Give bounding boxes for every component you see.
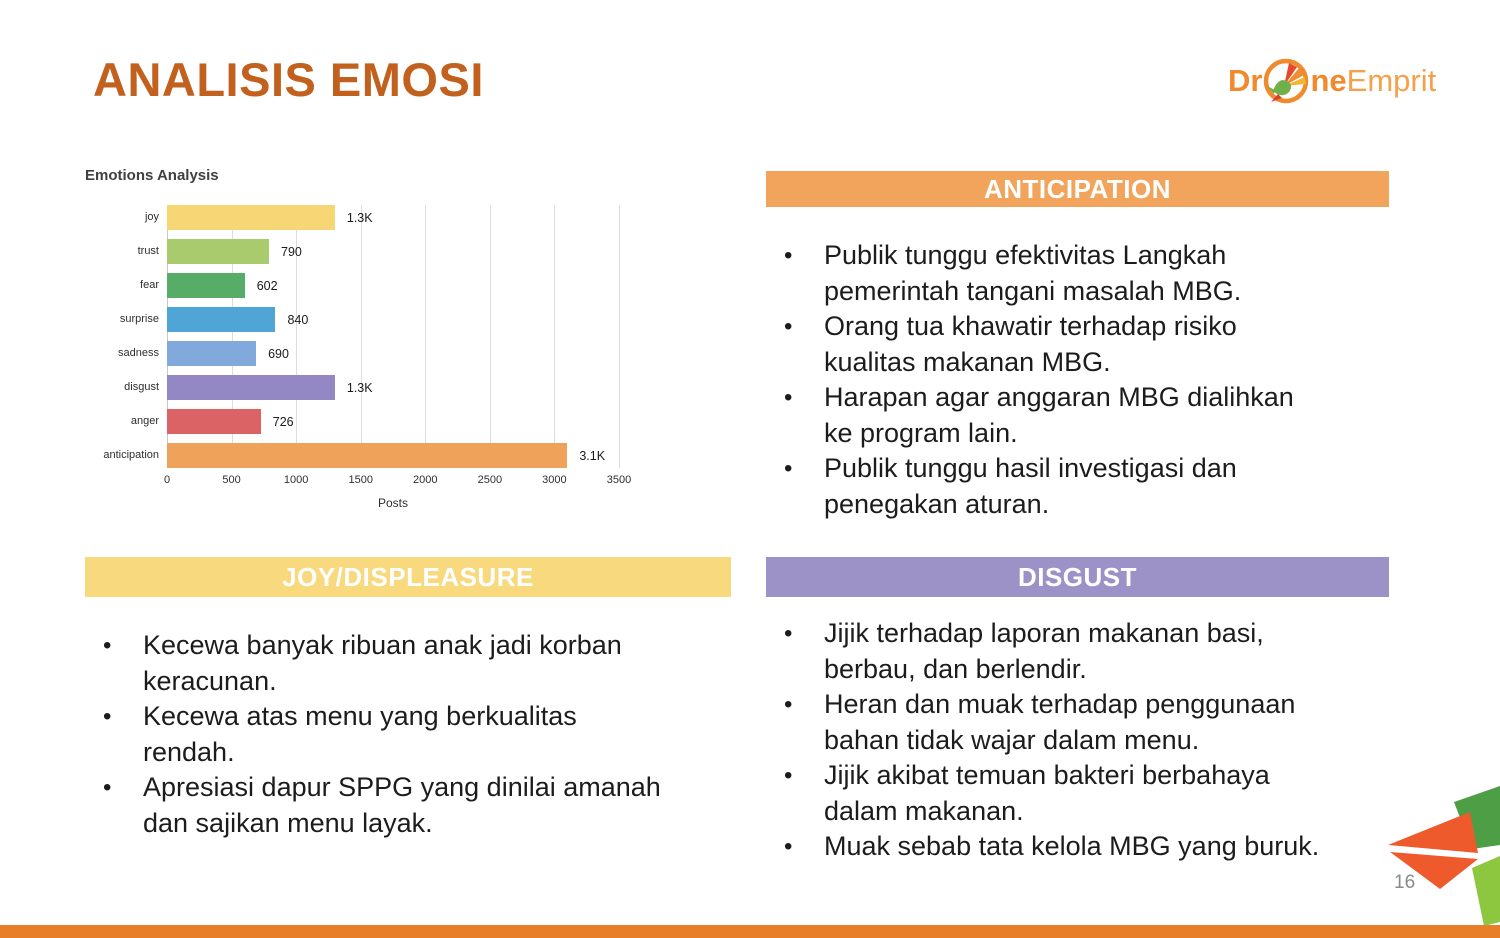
bar-row-sadness: sadness 690 [118, 341, 619, 366]
bar-value-label: 602 [256, 278, 278, 293]
x-tick-label: 1500 [348, 474, 373, 486]
x-tick-label: 3000 [542, 474, 567, 486]
x-tick-label: 0 [163, 474, 171, 486]
bar-value-label: 690 [268, 346, 289, 361]
logo-text-emprit: Emprit [1346, 63, 1437, 98]
bar-value-label: 790 [281, 244, 302, 259]
droneemprit-logo: Dr ne Emprit [1228, 56, 1436, 106]
grid-line [554, 205, 556, 468]
bar-value-label: 1.3K [346, 210, 373, 225]
corner-triangles-decoration [1378, 775, 1500, 935]
x-tick-label: 1000 [283, 474, 309, 486]
joy-displeasure-header: JOY/DISPLEASURE [85, 557, 731, 597]
chart-x-axis-label: Posts [377, 496, 408, 510]
disgust-header: DISGUST [766, 557, 1389, 597]
grid-line [296, 205, 298, 468]
disgust-bullet-list: Jijik terhadap laporan makanan basi, ber… [778, 616, 1396, 865]
bar-category-label: trust [137, 245, 159, 257]
grid-line [489, 205, 491, 468]
bar-category-label: joy [144, 211, 159, 223]
joy-displeasure-bullet-list: Kecewa banyak ribuan anak jadi korban ke… [97, 628, 737, 841]
x-tick-label: 3500 [606, 474, 632, 486]
bar-row-anger: anger 726 [131, 409, 619, 434]
grid-line [619, 205, 620, 468]
bar-joy [167, 205, 335, 230]
bar-value-label: 3.1K [579, 448, 606, 463]
bar-anger [167, 409, 261, 434]
bar-row-trust: trust 790 [138, 239, 619, 264]
grid-line [360, 205, 362, 468]
list-item: Publik tunggu hasil investigasi dan pene… [778, 451, 1390, 522]
bar-fear [167, 273, 245, 298]
bar-category-label: anticipation [103, 449, 159, 461]
bar-trust [167, 239, 270, 264]
bar-row-surprise: surprise 840 [120, 307, 619, 332]
x-tick-label: 2500 [477, 474, 503, 486]
list-item: Orang tua khawatir terhadap risiko kuali… [778, 309, 1390, 380]
logo-text-dr: Dr [1228, 63, 1263, 98]
anticipation-bullet-list: Publik tunggu efektivitas Langkah pemeri… [778, 238, 1390, 522]
list-item: Apresiasi dapur SPPG yang dinilai amanah… [97, 770, 737, 841]
bar-category-label: sadness [118, 347, 159, 359]
list-item: Kecewa banyak ribuan anak jadi korban ke… [97, 628, 737, 699]
page-title: ANALISIS EMOSI [93, 53, 484, 106]
emotions-bar-chart: joy 1.3K trust 790 fear 602 surprise 840 sadness… [85, 205, 633, 510]
x-tick-label: 2000 [413, 474, 438, 486]
chart-x-axis: 0 500 1000 1500 2000 2500 3000 3500 [163, 474, 631, 492]
bar-surprise [167, 307, 276, 332]
bar-sadness [167, 341, 257, 366]
x-tick-label: 500 [222, 474, 241, 486]
list-item: Muak sebab tata kelola MBG yang buruk. [778, 829, 1396, 865]
grid-line [231, 205, 233, 468]
bar-row-fear: fear 602 [140, 273, 619, 298]
bar-value-label: 726 [272, 414, 294, 429]
bar-category-label: surprise [119, 313, 159, 325]
bar-category-label: anger [130, 415, 159, 427]
chart-plot-area: joy 1.3K trust 790 fear 602 surprise 840 sadness… [103, 205, 620, 468]
page-number: 16 [1394, 872, 1416, 893]
chart-title: Emotions Analysis [85, 167, 219, 184]
bar-category-label: disgust [124, 381, 159, 393]
list-item: Jijik akibat temuan bakteri berbahaya da… [778, 758, 1396, 829]
bar-row-joy: joy 1.3K [145, 205, 619, 230]
bar-row-anticipation: anticipation 3.1K [103, 443, 619, 468]
bar-value-label: 840 [287, 312, 309, 327]
list-item: Harapan agar anggaran MBG dialihkan ke p… [778, 380, 1390, 451]
list-item: Publik tunggu efektivitas Langkah pemeri… [778, 238, 1390, 309]
bottom-accent-bar [0, 925, 1500, 938]
grid-line [167, 205, 168, 468]
list-item: Kecewa atas menu yang berkualitas rendah… [97, 699, 737, 770]
anticipation-header: ANTICIPATION [766, 171, 1389, 207]
grid-line [425, 205, 427, 468]
bar-row-disgust: disgust 1.3K [124, 375, 619, 400]
list-item: Heran dan muak terhadap penggunaan bahan… [778, 687, 1396, 758]
bar-disgust [167, 375, 335, 400]
logo-text-ne: ne [1310, 63, 1347, 98]
bar-anticipation [167, 443, 568, 468]
list-item: Jijik terhadap laporan makanan basi, ber… [778, 616, 1396, 687]
bar-value-label: 1.3K [346, 380, 373, 395]
bar-category-label: fear [140, 279, 159, 291]
logo-bird-icon [1262, 58, 1310, 104]
